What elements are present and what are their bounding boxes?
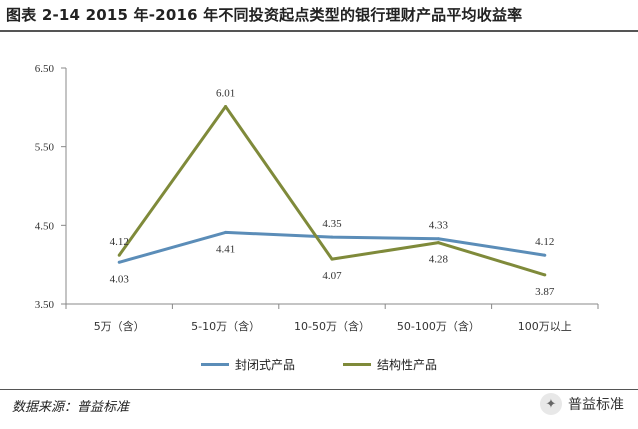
brand-label: 普益标准 bbox=[568, 397, 624, 413]
data-point bbox=[224, 105, 228, 109]
line-chart: 6.50 5.50 4.50 3.50 5万（含） 5-10万（含） 10-50万（含） 50… bbox=[35, 63, 599, 333]
x-tick-label: 10-50万（含） bbox=[294, 319, 370, 333]
data-point bbox=[543, 273, 547, 277]
legend-item-series1: 封闭式产品 bbox=[200, 356, 295, 373]
legend-swatch-series2 bbox=[343, 363, 371, 366]
data-label: 6.01 bbox=[216, 88, 235, 100]
data-point bbox=[543, 253, 547, 257]
x-tick-label: 5-10万（含） bbox=[191, 319, 260, 333]
legend-label-series2: 结构性产品 bbox=[377, 358, 438, 372]
data-point bbox=[436, 237, 440, 241]
y-tick-label: 4.50 bbox=[35, 220, 55, 232]
y-tick-label: 3.50 bbox=[35, 299, 55, 311]
series-line-2 bbox=[117, 105, 546, 277]
legend-item-series2: 结构性产品 bbox=[343, 356, 437, 373]
title-divider bbox=[0, 30, 638, 32]
y-tick-label: 6.50 bbox=[35, 63, 55, 75]
legend-swatch-series1 bbox=[200, 363, 229, 366]
data-point bbox=[224, 230, 228, 234]
data-label: 4.03 bbox=[110, 273, 130, 285]
x-tick-label: 5万（含） bbox=[94, 319, 145, 333]
x-tick-label: 100万以上 bbox=[518, 320, 572, 333]
brand-watermark: ✦ 普益标准 bbox=[540, 393, 624, 415]
chart-title: 图表 2-14 2015 年-2016 年不同投资起点类型的银行理财产品平均收益… bbox=[6, 6, 523, 24]
data-label: 3.87 bbox=[535, 286, 555, 298]
data-point bbox=[330, 257, 334, 261]
data-label: 4.12 bbox=[535, 236, 554, 248]
legend-label-series1: 封闭式产品 bbox=[234, 358, 295, 372]
source-note: 数据来源：普益标准 bbox=[12, 400, 130, 415]
data-label: 4.41 bbox=[216, 243, 235, 255]
x-tick-label: 50-100万（含） bbox=[397, 319, 480, 333]
data-point bbox=[117, 260, 121, 264]
data-point bbox=[117, 253, 121, 257]
data-point bbox=[330, 235, 334, 239]
y-tick-label: 5.50 bbox=[35, 142, 55, 154]
wechat-icon: ✦ bbox=[540, 393, 562, 415]
footer-divider bbox=[0, 389, 638, 390]
data-label: 4.07 bbox=[322, 270, 342, 282]
chart-legend: 封闭式产品 结构性产品 bbox=[0, 356, 638, 373]
data-label: 4.35 bbox=[322, 218, 342, 230]
data-point bbox=[436, 241, 440, 245]
data-label: 4.28 bbox=[429, 254, 449, 266]
data-label: 4.12 bbox=[110, 236, 129, 248]
data-label: 4.33 bbox=[429, 220, 449, 232]
